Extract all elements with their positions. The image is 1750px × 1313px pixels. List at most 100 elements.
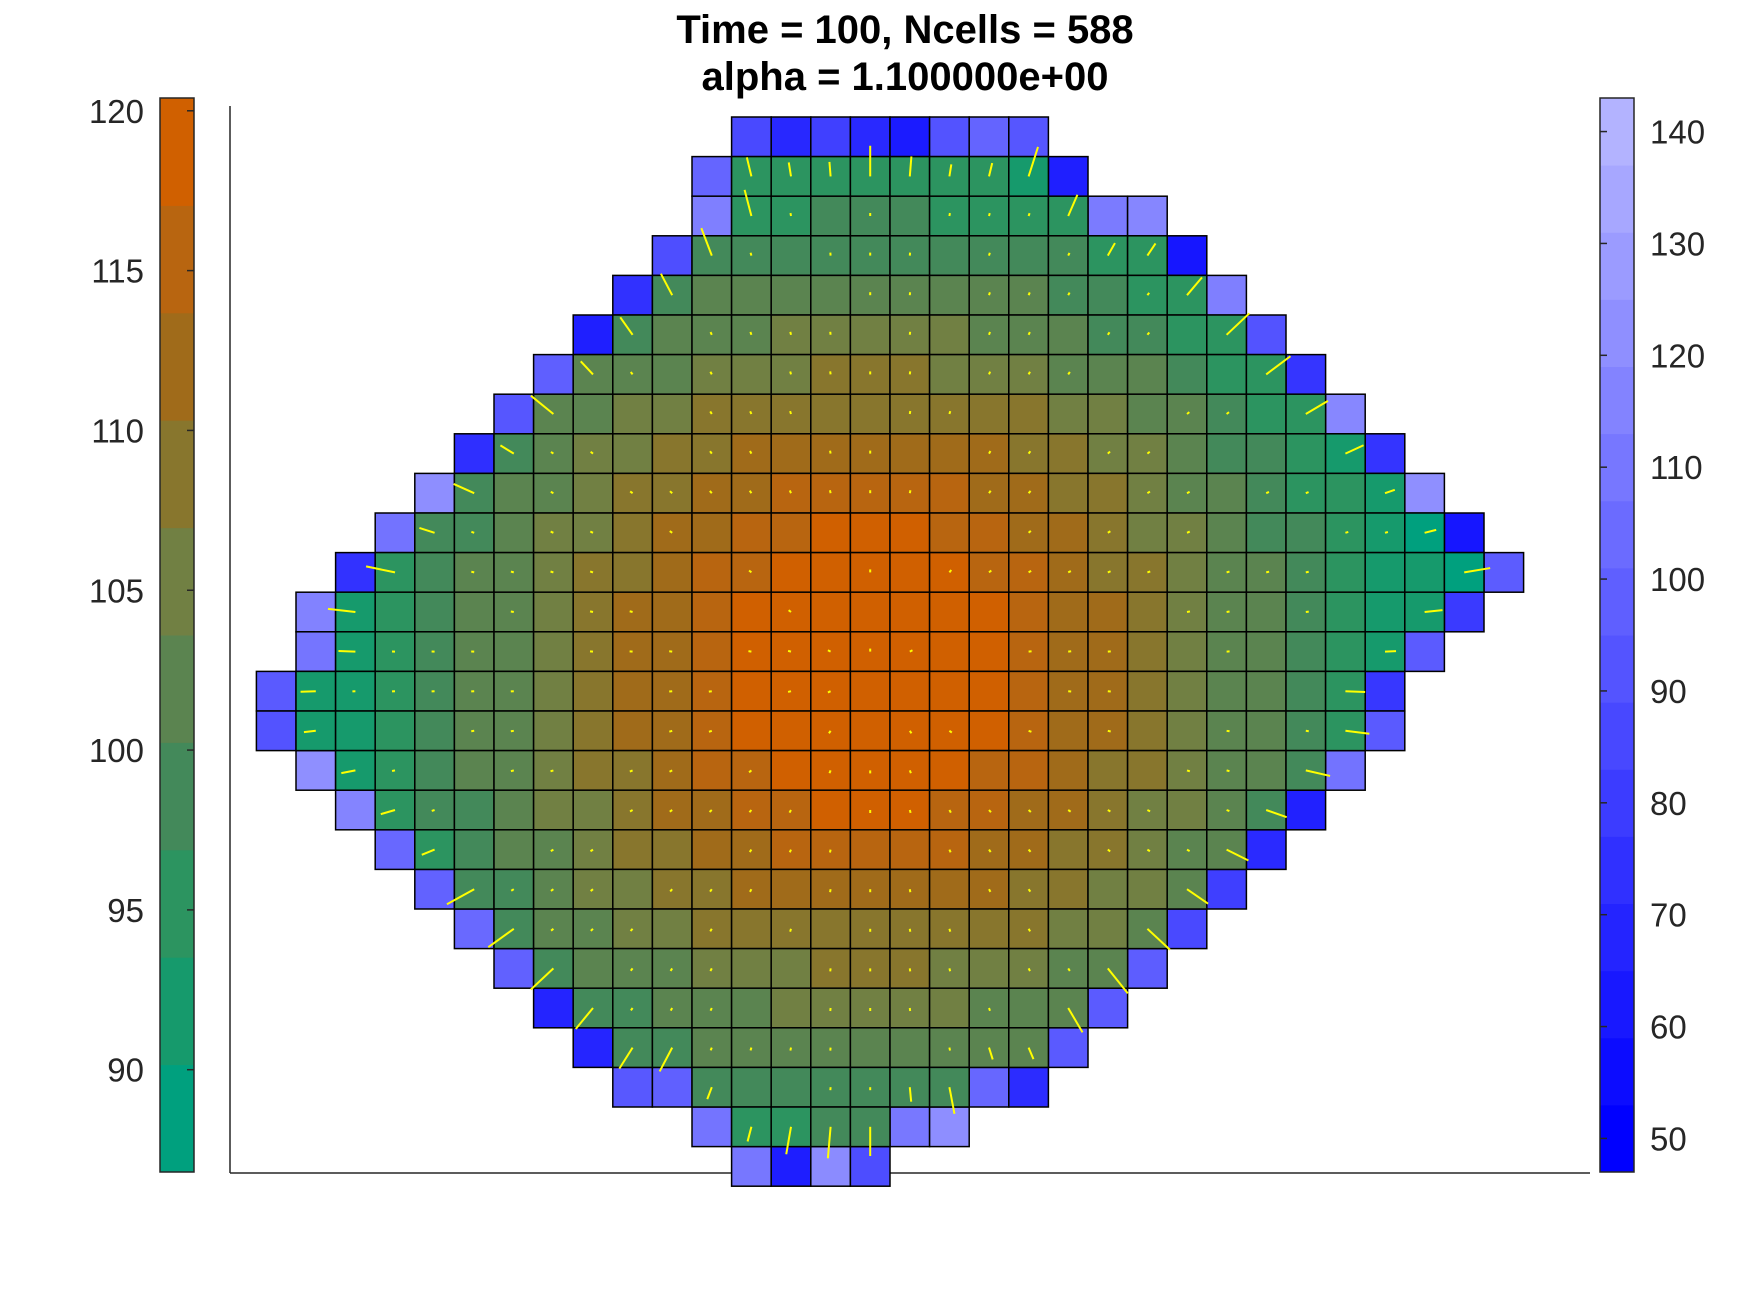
velocity-arrow: [1027, 888, 1032, 893]
interior-cell: [1008, 670, 1050, 712]
interior-cell: [889, 749, 931, 791]
velocity-arrow: [453, 483, 475, 495]
interior-cell: [414, 551, 456, 593]
boundary-colorbar-frame: [1599, 97, 1635, 1173]
interior-cell: [651, 908, 693, 950]
interior-cell: [928, 591, 970, 633]
interior-cell: [730, 987, 772, 1029]
velocity-arrow: [550, 928, 555, 932]
boundary-cell: [295, 749, 337, 791]
interior-cell: [928, 314, 970, 356]
velocity-arrow: [1186, 610, 1191, 613]
interior-cell: [810, 195, 852, 237]
velocity-arrow: [1305, 769, 1331, 777]
interior-cell: [532, 670, 574, 712]
boundary-cell: [1483, 551, 1525, 593]
interior-cell: [1008, 947, 1050, 989]
interior-cell: [493, 512, 535, 554]
boundary-cell: [414, 868, 456, 910]
velocity-arrow: [749, 410, 753, 415]
interior-colorbar-segment: [160, 957, 194, 1066]
interior-cell: [889, 947, 931, 989]
interior-cell: [612, 433, 654, 475]
velocity-arrow: [828, 490, 832, 494]
boundary-cell: [889, 1106, 931, 1148]
boundary-colorbar-segment: [1600, 1037, 1634, 1106]
velocity-arrow: [1265, 355, 1292, 376]
velocity-arrow: [1106, 242, 1116, 257]
interior-cell: [1166, 314, 1208, 356]
boundary-cell: [928, 116, 970, 158]
velocity-arrow: [629, 610, 633, 613]
velocity-arrow: [590, 928, 594, 932]
interior-cell: [1166, 551, 1208, 593]
velocity-arrow: [1067, 371, 1071, 375]
interior-cell: [1166, 433, 1208, 475]
boundary-cell: [295, 591, 337, 633]
velocity-arrow: [1107, 450, 1111, 455]
cell-grid: [255, 116, 1525, 1187]
interior-cell: [928, 235, 970, 277]
interior-cell: [651, 433, 693, 475]
interior-cell: [928, 868, 970, 910]
velocity-arrow: [1107, 570, 1111, 574]
interior-cell: [889, 551, 931, 593]
boundary-cell: [374, 829, 416, 871]
velocity-arrow: [787, 609, 792, 613]
velocity-arrow: [988, 569, 992, 574]
interior-cell: [691, 512, 733, 554]
interior-cell: [612, 868, 654, 910]
interior-cell: [889, 1027, 931, 1069]
interior-cell: [928, 987, 970, 1029]
interior-cell: [849, 829, 891, 871]
interior-cell: [1008, 353, 1050, 395]
interior-cell: [770, 353, 812, 395]
interior-cell: [572, 789, 614, 831]
interior-cell: [889, 155, 931, 197]
velocity-arrow: [708, 729, 713, 733]
velocity-arrow: [909, 649, 913, 653]
interior-cell: [849, 1027, 891, 1069]
interior-cell: [889, 512, 931, 554]
velocity-arrow: [908, 809, 912, 814]
interior-cell: [532, 631, 574, 673]
velocity-arrow: [908, 730, 913, 734]
boundary-colorbar-tick-label: 80: [1650, 785, 1687, 822]
boundary-cell: [1364, 670, 1406, 712]
boundary-cell: [414, 472, 456, 514]
velocity-arrow: [1424, 609, 1443, 613]
interior-cell: [1087, 274, 1129, 316]
interior-cell: [928, 512, 970, 554]
velocity-arrow: [550, 570, 554, 574]
boundary-cell: [1047, 155, 1089, 197]
interior-cell: [1047, 749, 1089, 791]
interior-cell: [928, 749, 970, 791]
interior-cell: [849, 749, 891, 791]
velocity-arrows: [300, 145, 1491, 1159]
boundary-cell: [1047, 1027, 1089, 1069]
interior-cell: [1166, 631, 1208, 673]
velocity-arrow: [1345, 729, 1370, 735]
boundary-cell: [334, 551, 376, 593]
velocity-arrow: [1067, 194, 1079, 217]
velocity-arrow: [1146, 809, 1151, 813]
boundary-cell: [493, 947, 535, 989]
velocity-arrow: [1305, 400, 1329, 415]
interior-cell: [730, 353, 772, 395]
velocity-arrow: [1424, 528, 1437, 534]
interior-cell: [1285, 631, 1327, 673]
velocity-arrow: [574, 1007, 594, 1030]
boundary-cell: [453, 433, 495, 475]
interior-cell: [691, 591, 733, 633]
boundary-cell: [1008, 116, 1050, 158]
interior-cell: [493, 631, 535, 673]
interior-cell: [1126, 829, 1168, 871]
interior-cell: [453, 789, 495, 831]
velocity-arrow: [669, 530, 673, 534]
boundary-cell: [572, 1027, 614, 1069]
interior-colorbar-tick-label: 90: [107, 1052, 144, 1089]
interior-cell: [810, 393, 852, 435]
velocity-arrow: [431, 809, 435, 812]
interior-cell: [1245, 670, 1287, 712]
interior-cell: [730, 670, 772, 712]
